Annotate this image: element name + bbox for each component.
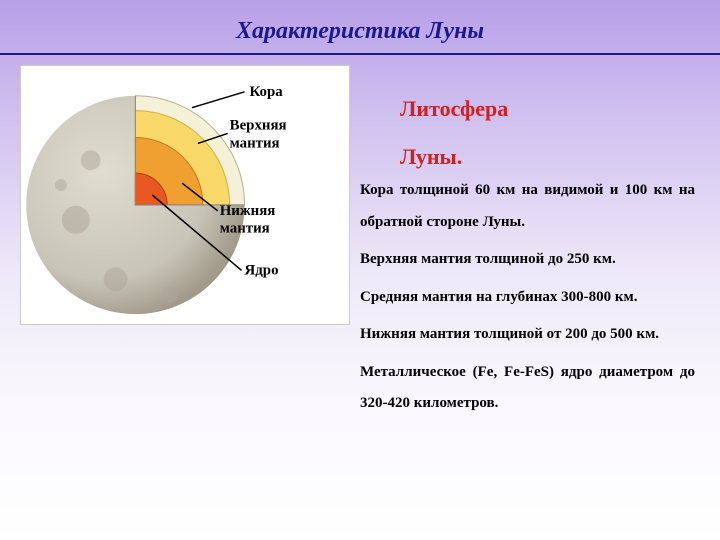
label-core: Ядро <box>245 262 279 278</box>
moon-cutaway-svg: Кора Верхняя мантия Нижняя мантия Ядро <box>21 66 349 324</box>
crater <box>104 267 128 291</box>
label-lower-mantle-2: мантия <box>220 221 270 237</box>
paragraph: Металлическое (Fe, Fe-FeS) ядро диаметро… <box>360 357 695 420</box>
leader-line <box>192 92 245 108</box>
content-area: Кора Верхняя мантия Нижняя мантия Ядро Л… <box>0 55 720 75</box>
paragraph: Нижняя мантия толщиной от 200 до 500 км. <box>360 319 695 351</box>
crater <box>55 179 67 191</box>
subtitle: Литосфера Луны. <box>400 85 508 182</box>
moon-diagram: Кора Верхняя мантия Нижняя мантия Ядро <box>20 65 350 325</box>
label-upper-mantle-2: мантия <box>230 135 280 151</box>
crater <box>162 286 178 302</box>
crater <box>81 150 101 170</box>
label-crust: Кора <box>249 84 283 100</box>
page-title: Характеристика Луны <box>0 0 720 45</box>
paragraph: Кора толщиной 60 км на видимой и 100 км … <box>360 175 695 238</box>
body-text: Кора толщиной 60 км на видимой и 100 км … <box>360 175 695 426</box>
paragraph: Верхняя мантия толщиной до 250 км. <box>360 244 695 276</box>
label-upper-mantle-1: Верхняя <box>230 118 287 134</box>
crater <box>62 206 90 234</box>
label-lower-mantle-1: Нижняя <box>220 203 276 219</box>
subtitle-line-1: Литосфера <box>400 85 508 133</box>
paragraph: Средняя мантия на глубинах 300-800 км. <box>360 282 695 314</box>
